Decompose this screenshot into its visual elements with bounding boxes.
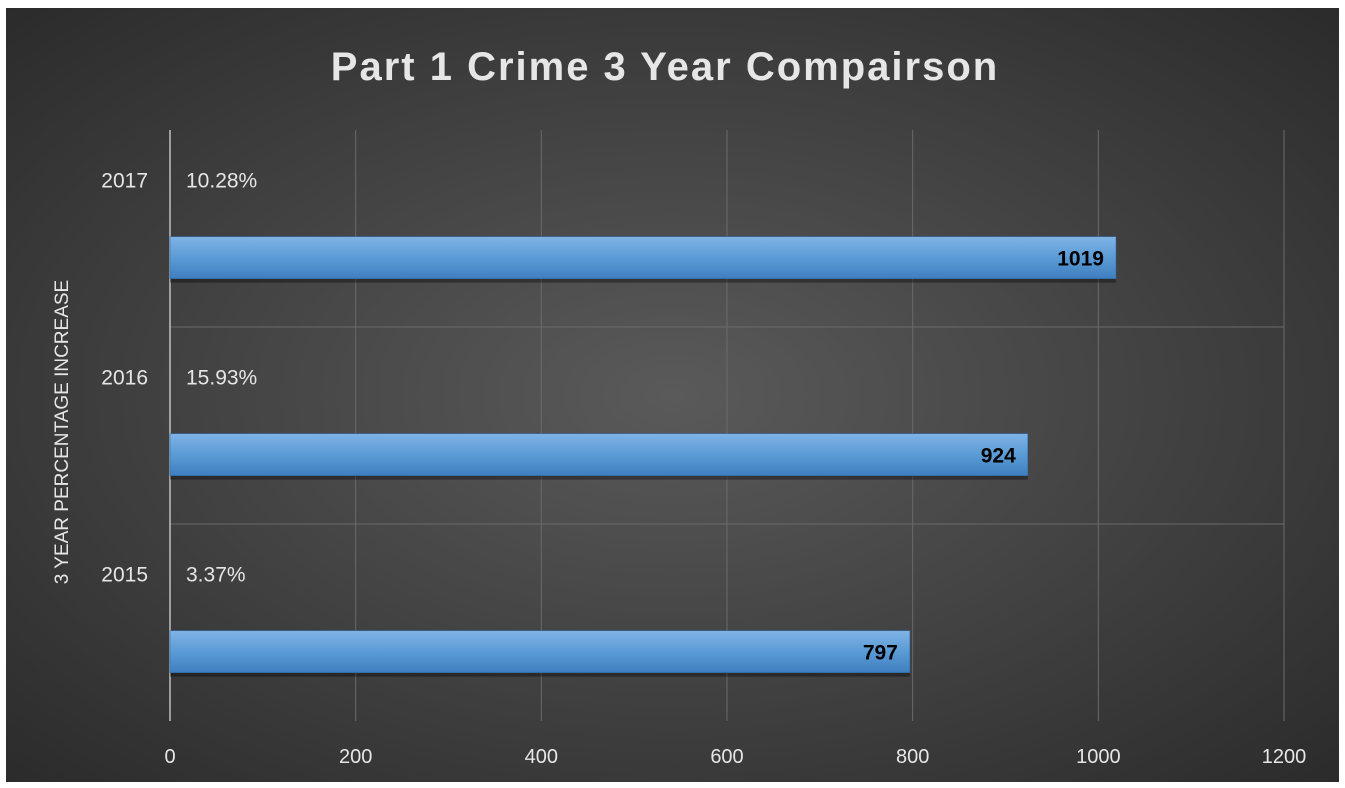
bar-value-label: 924: [981, 445, 1016, 468]
gridlines: [169, 130, 1285, 721]
chart-svg: 0 200 400 600 800 1000 1200 797 2015 3.37% 924 2016…: [52, 45, 1306, 768]
bar-value-label: 797: [863, 642, 898, 665]
chart: 0 200 400 600 800 1000 1200 797 2015 3.37% 924 2016…: [6, 8, 1339, 782]
bar-2015: [169, 630, 911, 673]
y-category-label: 2016: [101, 366, 148, 389]
x-tick-label: 800: [896, 746, 929, 768]
y-axis-title: 3 YEAR PERCENTAGE INCREASE: [52, 280, 73, 584]
chart-title: Part 1 Crime 3 Year Compairson: [331, 45, 999, 89]
y-category-label: 2017: [101, 169, 148, 192]
percent-label: 3.37%: [186, 563, 246, 586]
percent-label: 10.28%: [186, 169, 257, 192]
bars: [169, 236, 1117, 677]
x-tick-label: 600: [710, 746, 743, 768]
x-tick-label: 0: [164, 746, 175, 768]
x-tick-label: 400: [525, 746, 558, 768]
bar-2016: [169, 433, 1029, 476]
x-tick-label: 1200: [1262, 746, 1307, 768]
labels: 0 200 400 600 800 1000 1200 797 2015 3.37% 924 2016…: [101, 169, 1306, 768]
x-tick-label: 1000: [1076, 746, 1121, 768]
percent-label: 15.93%: [186, 366, 257, 389]
bar-value-label: 1019: [1057, 248, 1104, 271]
bar-2017: [169, 236, 1117, 279]
y-category-label: 2015: [101, 563, 148, 586]
x-tick-label: 200: [339, 746, 372, 768]
